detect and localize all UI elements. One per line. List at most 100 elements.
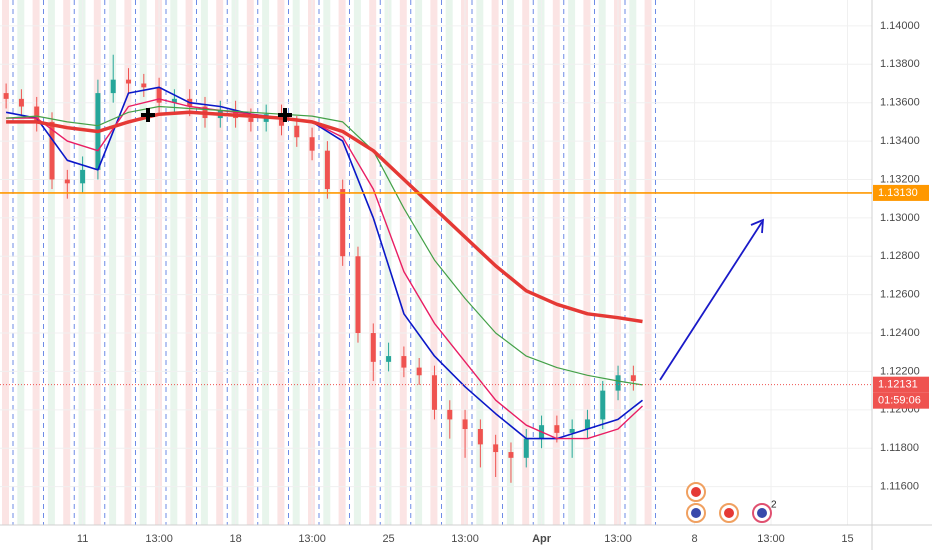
session-stripe	[216, 0, 224, 525]
session-stripe	[32, 0, 40, 525]
candle	[370, 323, 376, 382]
x-tick-label: 11	[77, 533, 88, 545]
moving-average-line	[6, 98, 643, 440]
candle-body	[3, 93, 9, 99]
session-stripe	[491, 0, 499, 525]
candle-body	[386, 356, 392, 362]
candle-body	[370, 333, 376, 362]
x-tick-label: 8	[691, 533, 697, 545]
trend-arrow	[659, 218, 765, 381]
candle-body	[278, 114, 284, 126]
x-tick-label: 25	[382, 533, 394, 545]
candle	[141, 73, 147, 97]
event-icon-flag	[724, 508, 734, 518]
candle-body	[401, 356, 407, 368]
candle	[80, 156, 86, 193]
price-label: 1.13130	[878, 187, 918, 199]
session-stripe	[399, 0, 407, 525]
price-label-box	[873, 376, 929, 393]
session-stripe	[338, 0, 346, 525]
candle	[309, 127, 315, 161]
y-tick-label: 1.13000	[880, 212, 920, 224]
session-stripe	[93, 0, 101, 525]
candle	[447, 400, 453, 439]
session-stripe	[170, 0, 178, 525]
candle-body	[156, 87, 162, 103]
session-stripe	[614, 0, 621, 525]
candle-body	[126, 79, 132, 84]
candle-body	[309, 137, 315, 151]
session-stripe	[139, 0, 147, 525]
y-tick-label: 1.12400	[880, 327, 920, 339]
candle	[171, 89, 177, 113]
candle-body	[630, 375, 636, 382]
cross-markers	[141, 108, 292, 122]
session-stripe	[415, 0, 423, 525]
candle-body	[64, 179, 70, 184]
y-tick-label: 1.12800	[880, 250, 920, 262]
session-stripe	[277, 0, 285, 525]
candle-body	[248, 118, 254, 122]
session-stripe	[537, 0, 545, 525]
candle-body	[355, 256, 361, 334]
session-stripe	[583, 0, 591, 525]
candle-body	[324, 150, 330, 190]
y-tick-label: 1.13200	[880, 173, 920, 185]
event-icons: 2	[686, 482, 777, 523]
candle-body	[447, 409, 453, 420]
candle-body	[80, 169, 86, 184]
candle	[110, 54, 116, 103]
x-tick-label: Apr	[532, 533, 552, 545]
candle-body	[584, 419, 590, 430]
session-stripe	[292, 0, 300, 525]
session-stripe	[461, 0, 468, 525]
candle-body	[49, 121, 55, 180]
session-stripe	[629, 0, 637, 525]
event-icon-flag	[691, 487, 701, 497]
session-stripe	[552, 0, 560, 525]
session-stripe	[430, 0, 438, 525]
candle-body	[600, 390, 606, 420]
y-tick-label: 1.13600	[880, 97, 920, 109]
arrow-line	[659, 221, 763, 381]
plot-area	[3, 54, 643, 483]
y-tick-label: 1.12200	[880, 365, 920, 377]
candle-body	[294, 125, 300, 138]
candle-body	[110, 79, 116, 94]
session-stripe	[124, 0, 132, 525]
y-tick-label: 1.12600	[880, 289, 920, 301]
candle	[3, 83, 9, 109]
candle	[493, 434, 499, 478]
candle	[386, 342, 392, 372]
session-stripe	[476, 0, 484, 525]
session-stripe	[231, 0, 239, 525]
event-icon-flag	[691, 508, 701, 518]
session-stripe	[63, 0, 71, 525]
session-stripe	[200, 0, 208, 525]
candle-body	[340, 189, 346, 257]
session-stripe	[323, 0, 331, 525]
session-stripe	[568, 0, 576, 525]
candle	[324, 141, 330, 199]
candle-body	[615, 375, 621, 391]
candle-body	[508, 452, 514, 458]
x-tick-label: 13:00	[451, 533, 479, 545]
price-label: 1.12131	[878, 379, 918, 391]
candle-body	[569, 429, 575, 433]
candle	[416, 357, 422, 385]
countdown-box	[873, 392, 929, 409]
session-stripe	[78, 0, 86, 525]
y-tick-label: 1.13400	[880, 135, 920, 147]
session-stripe	[2, 0, 9, 525]
countdown-label: 01:59:06	[878, 395, 921, 407]
candle	[462, 409, 468, 458]
session-stripes	[2, 0, 656, 525]
x-tick-label: 15	[841, 533, 853, 545]
session-stripe	[262, 0, 270, 525]
candle	[64, 169, 70, 199]
candle	[431, 365, 437, 420]
candle-body	[171, 98, 177, 103]
candle	[126, 68, 132, 94]
x-tick-label: 18	[229, 533, 241, 545]
